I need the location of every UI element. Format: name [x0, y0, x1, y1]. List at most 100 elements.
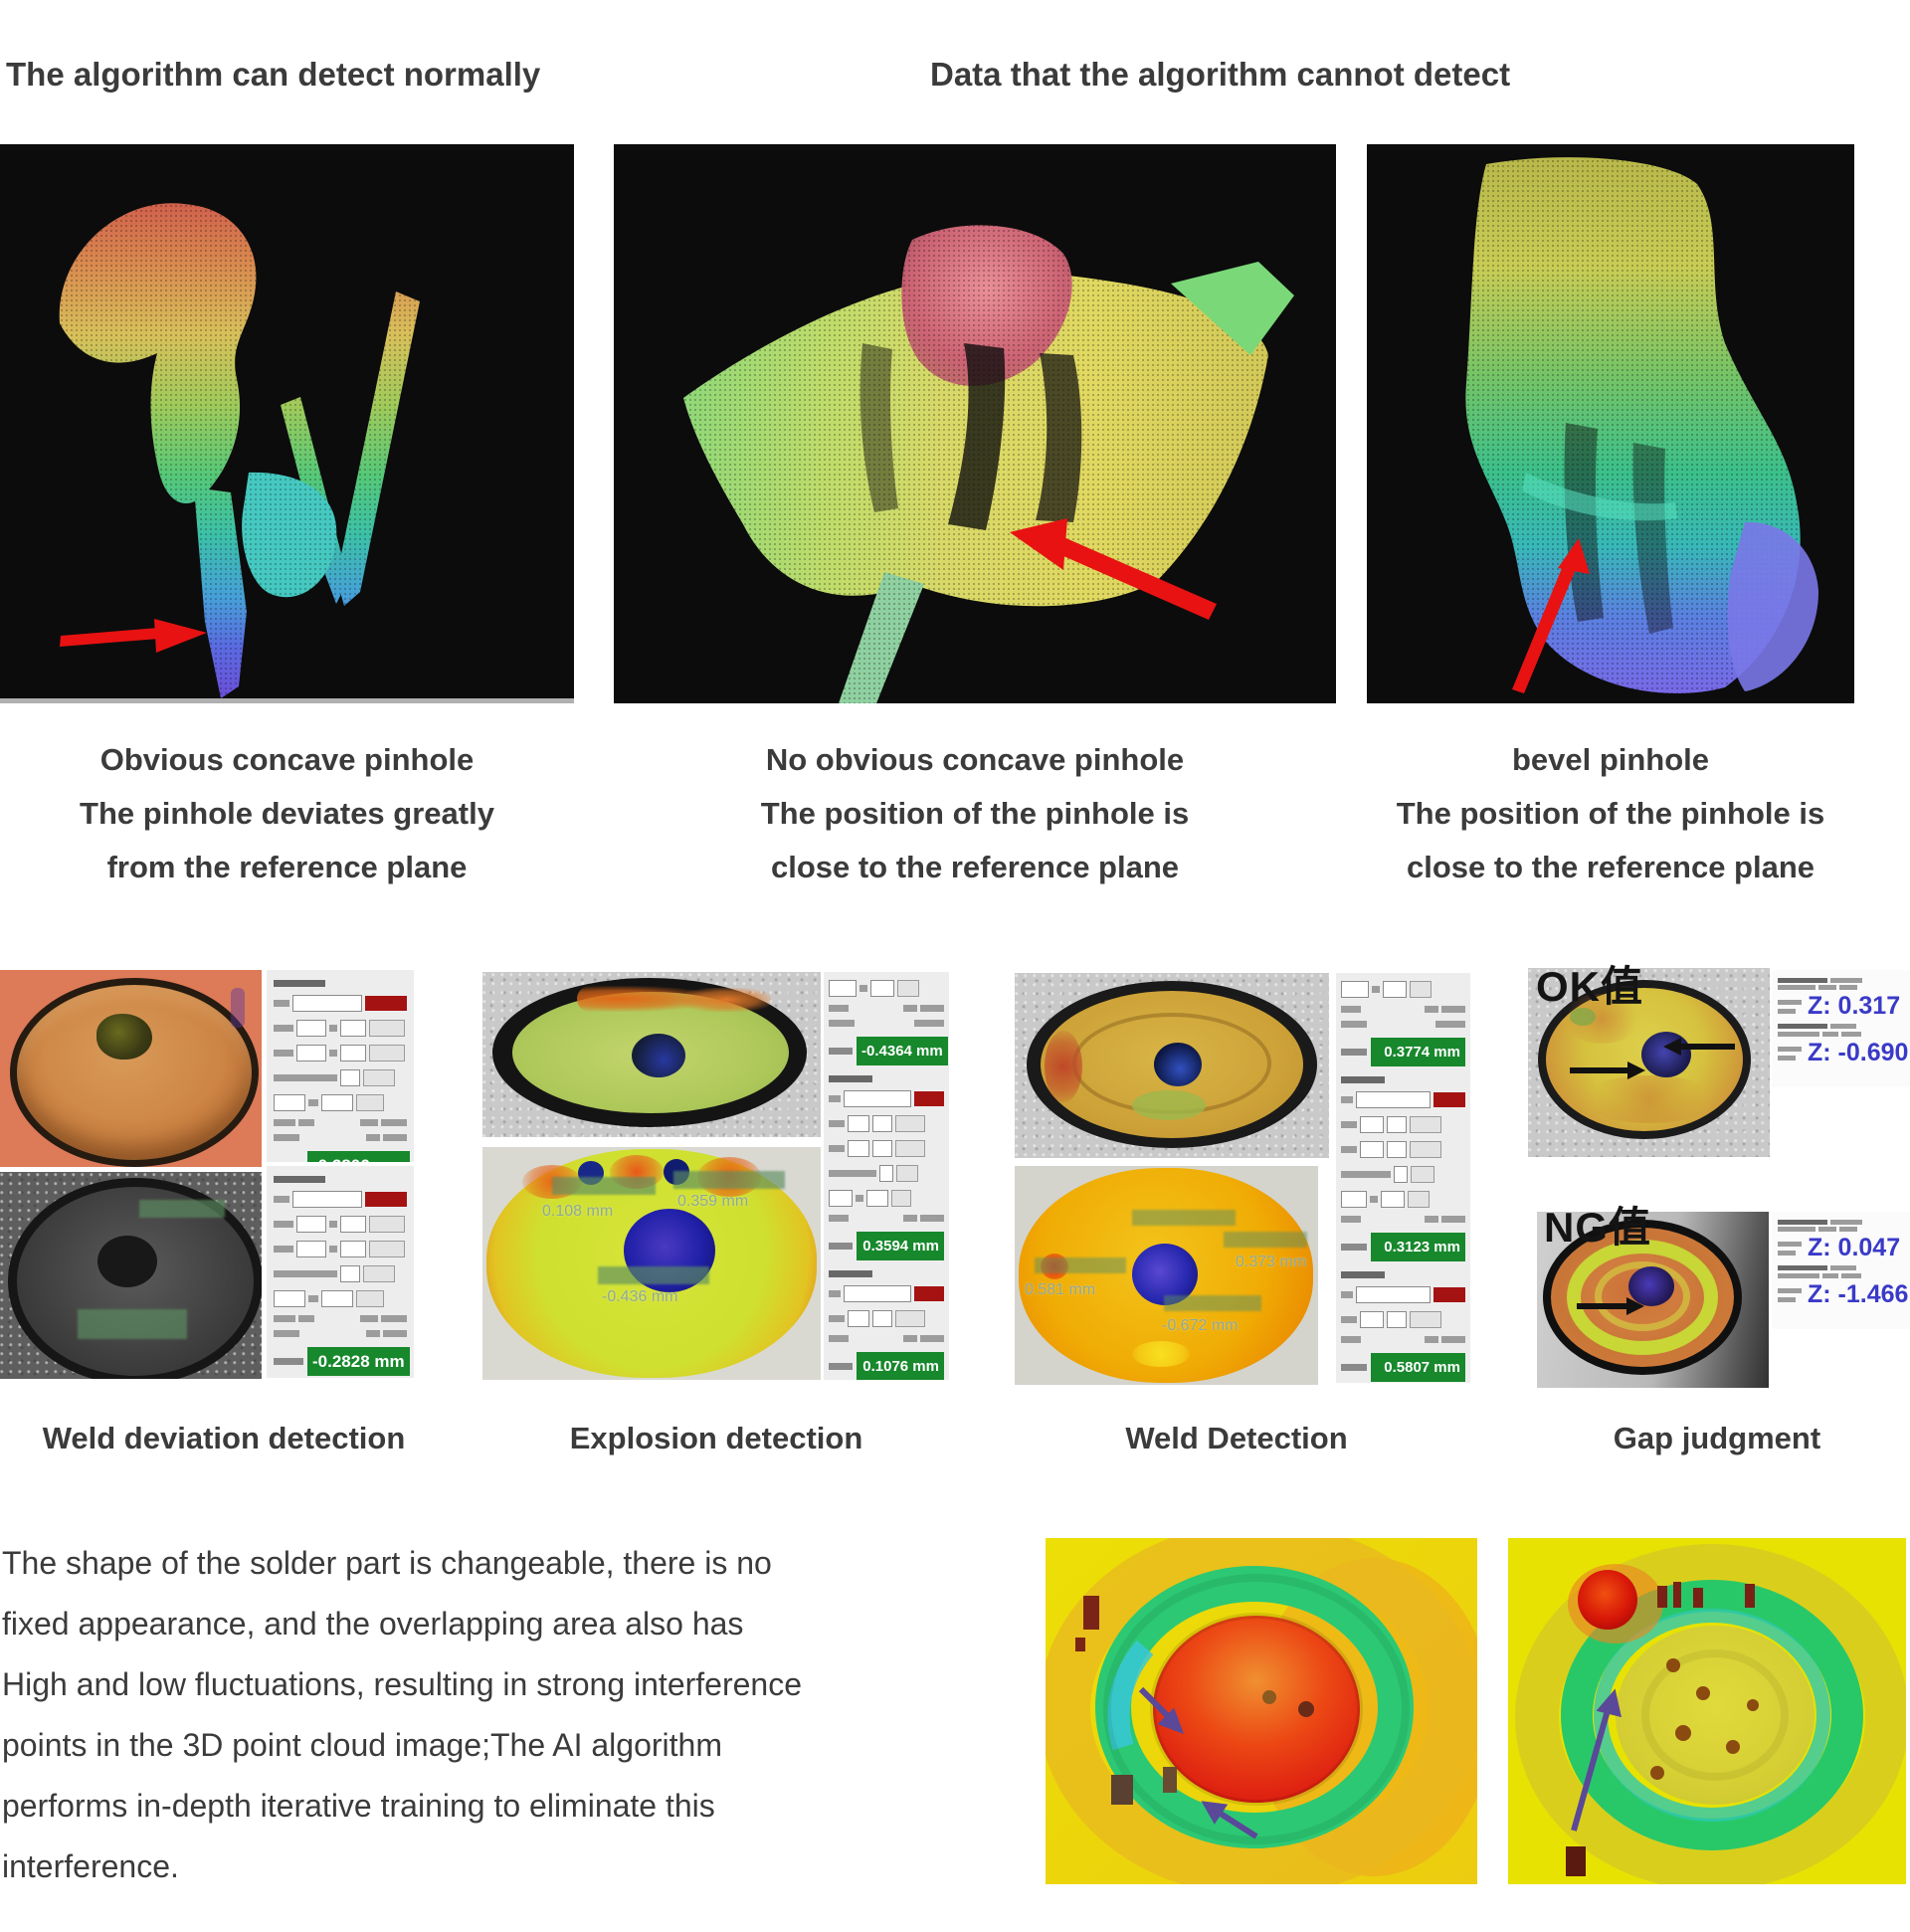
- mock-bar: [1778, 1296, 1796, 1302]
- mock-bar: [1778, 978, 1827, 983]
- mock-input: [340, 1216, 366, 1233]
- mock-input: [872, 1140, 892, 1157]
- mock-row: [1341, 1336, 1465, 1343]
- result-row: 0.3123 mm: [1341, 1233, 1465, 1261]
- weld-deviation-photo-color: [0, 970, 262, 1167]
- mock-button: [1410, 981, 1432, 998]
- mock-input: [296, 1216, 326, 1233]
- result-row: 0.3774 mm: [1341, 1038, 1465, 1066]
- mock-bar: [329, 1246, 337, 1253]
- caption-line: The position of the pinhole is: [760, 796, 1190, 831]
- mock-row: [274, 1176, 407, 1183]
- mock-row: [274, 1069, 407, 1086]
- mock-bar: [903, 1005, 917, 1012]
- mock-row: [829, 980, 944, 997]
- red-button: [1433, 1092, 1465, 1107]
- z-value: Z: 0.317: [1808, 992, 1901, 1020]
- mock-input: [340, 1069, 360, 1086]
- result-row: 0.5807 mm: [1341, 1353, 1465, 1382]
- mock-bar: [1778, 999, 1802, 1005]
- result-value: 0.3594 mm: [857, 1232, 944, 1260]
- mock-row: [1778, 1227, 1904, 1232]
- mock-button: [1411, 1166, 1434, 1183]
- red-button: [365, 996, 407, 1011]
- mock-row: [829, 1190, 944, 1207]
- mock-row: [1778, 978, 1904, 983]
- pointcloud-1-graphic: [59, 203, 420, 698]
- green-overlay-text-mark: [139, 1200, 225, 1218]
- mock-input: [1387, 1116, 1407, 1133]
- mock-bar: [1778, 1265, 1827, 1270]
- inner-ring: [1595, 1261, 1690, 1331]
- mock-bar: [920, 1335, 944, 1342]
- result-label-bar: [829, 1243, 853, 1250]
- mock-input: [848, 1140, 869, 1157]
- result-value: 0.1076 mm: [857, 1352, 944, 1380]
- mock-bar: [1822, 1273, 1838, 1278]
- caption-bevel-pinhole: bevel pinhole The position of the pinhol…: [1367, 733, 1854, 894]
- green-fleck: [1570, 1008, 1596, 1026]
- mock-bar: [329, 1221, 337, 1228]
- mock-row: [829, 1165, 944, 1182]
- paragraph-line: points in the 3D point cloud image;The A…: [2, 1727, 722, 1763]
- result-label-bar: [829, 1363, 853, 1370]
- red-arrow: [60, 619, 207, 653]
- mock-bar: [856, 1195, 863, 1202]
- mock-bar: [829, 1335, 849, 1342]
- mock-button: [369, 1241, 405, 1257]
- mock-bar: [383, 1330, 407, 1337]
- mock-row: [274, 1290, 407, 1307]
- mock-bar: [1341, 1171, 1391, 1178]
- result-value: -0.4364 mm: [857, 1037, 948, 1065]
- mock-bar: [1841, 1273, 1861, 1278]
- mock-bar: [1441, 1006, 1465, 1013]
- result-value: 0.3123 mm: [1371, 1233, 1465, 1261]
- mock-bar: [1830, 1265, 1856, 1270]
- mock-bar: [1778, 1055, 1796, 1061]
- mock-input: [829, 1190, 853, 1207]
- annotation-label-mark: [1164, 1295, 1261, 1311]
- mock-bar: [829, 1270, 872, 1277]
- mock-button: [369, 1045, 405, 1062]
- mock-row: [274, 1330, 407, 1337]
- result-value: -0.2828 mm: [307, 1347, 410, 1376]
- pointcloud-image-no-obvious-pinhole: [614, 144, 1336, 703]
- purple-glint: [231, 988, 245, 1028]
- mock-bar: [829, 1315, 845, 1322]
- mock-row: [1341, 1286, 1465, 1303]
- mock-bar: [274, 1025, 293, 1032]
- mock-bar: [329, 1025, 337, 1032]
- mock-row: [829, 1270, 944, 1277]
- mock-input: [292, 1191, 362, 1208]
- mock-bar: [1822, 1032, 1838, 1037]
- caption-no-obvious-pinhole: No obvious concave pinhole The position …: [614, 733, 1336, 894]
- mock-row: [274, 1241, 407, 1257]
- mock-row: [1341, 1311, 1465, 1328]
- mock-button: [895, 1140, 925, 1157]
- red-button: [1433, 1287, 1465, 1302]
- mock-row: [1341, 1091, 1465, 1108]
- mock-button: [363, 1265, 395, 1282]
- measure-annotation: -0.436 mm: [602, 1288, 678, 1305]
- mock-bar: [920, 1215, 944, 1222]
- mock-bar: [1341, 1291, 1353, 1298]
- mock-bar: [274, 1000, 289, 1007]
- mock-input: [829, 980, 857, 997]
- mock-input: [340, 1265, 360, 1282]
- mock-bar: [274, 1119, 295, 1126]
- measure-ui-card-1: -0.2806 mm: [267, 970, 414, 1162]
- mock-row: [1341, 1141, 1465, 1158]
- mock-input: [296, 1045, 326, 1062]
- red-button: [914, 1091, 944, 1106]
- mock-input: [340, 1241, 366, 1257]
- mock-bar: [274, 1050, 293, 1057]
- mock-row: [274, 1265, 407, 1282]
- mock-bar: [1341, 1271, 1385, 1278]
- mock-row: [274, 995, 407, 1012]
- mock-bar: [1441, 1216, 1465, 1223]
- paragraph-line: High and low fluctuations, resulting in …: [2, 1666, 802, 1702]
- mock-bar: [829, 1075, 872, 1082]
- mock-row: [829, 1310, 944, 1327]
- mock-button: [369, 1216, 405, 1233]
- caption-line: Obvious concave pinhole: [99, 742, 475, 777]
